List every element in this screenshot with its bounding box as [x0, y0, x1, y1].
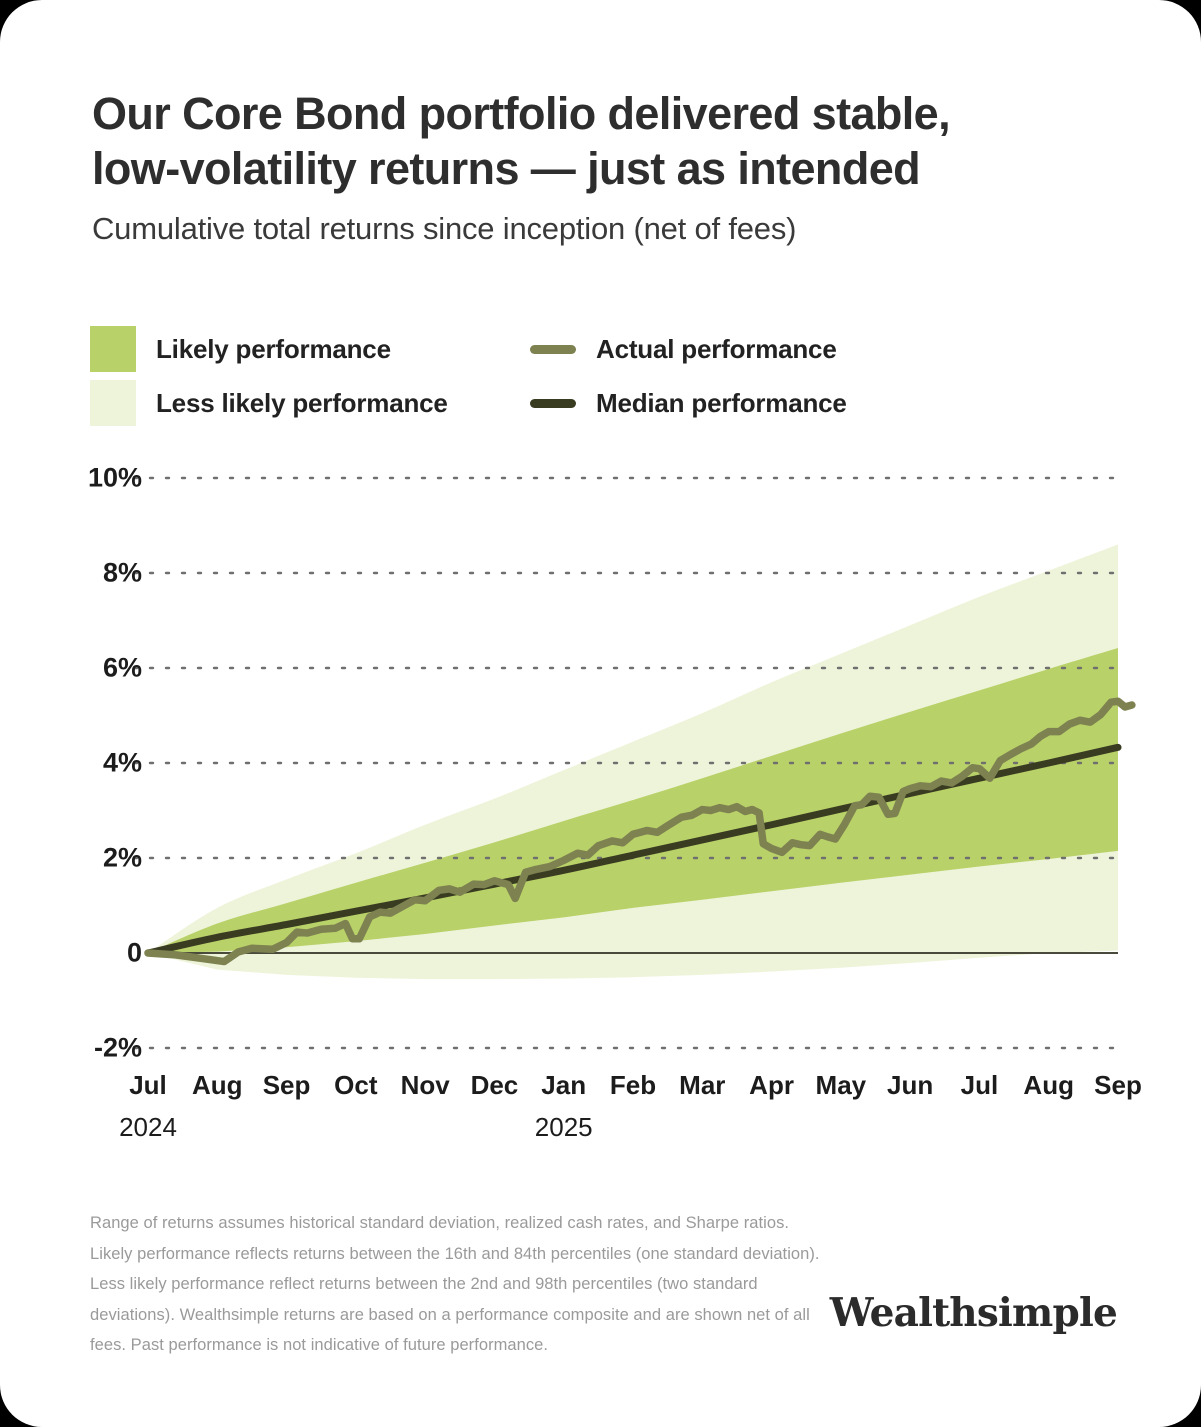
x-axis-tick-label: Aug — [192, 1070, 243, 1100]
legend-item-less-likely-performance: Less likely performance — [90, 380, 530, 426]
less-likely-performance-swatch-icon — [90, 380, 136, 426]
x-axis-tick-label: Dec — [470, 1070, 519, 1100]
x-axis-tick-label: Jul — [129, 1070, 167, 1100]
y-axis-tick-label: 0 — [126, 937, 142, 968]
wealthsimple-logo: Wealthsimple — [829, 1290, 1118, 1336]
legend-item-median-performance: Median performance — [530, 388, 847, 419]
x-axis-tick-label: Oct — [334, 1070, 378, 1100]
y-axis-tick-label: 6% — [102, 652, 142, 683]
y-axis-tick-label: 10% — [87, 462, 142, 493]
chart-disclaimer: Range of returns assumes historical stan… — [90, 1214, 820, 1355]
legend-label: Likely performance — [156, 333, 391, 364]
x-axis-tick-label: May — [815, 1070, 867, 1100]
band-less-likely-performance — [148, 544, 1118, 980]
y-axis-tick-label: 4% — [102, 747, 142, 778]
page-title: Our Core Bond portfolio delivered stable… — [92, 88, 951, 195]
x-axis-tick-label: Nov — [400, 1070, 450, 1100]
legend-label: Median performance — [596, 387, 847, 418]
band-likely-performance — [148, 648, 1118, 953]
chart-subtitle: Cumulative total returns since inception… — [92, 210, 797, 246]
legend-row: Likely performance Actual performance — [90, 322, 990, 376]
chart-header: Our Core Bond portfolio delivered stable… — [92, 86, 1102, 247]
x-axis-tick-label: Sep — [1094, 1070, 1142, 1100]
median-performance-line — [144, 743, 1122, 957]
x-axis-year-label: 2024 — [119, 1112, 177, 1142]
chart-legend: Likely performance Actual performance Le… — [90, 322, 990, 430]
legend-item-likely-performance: Likely performance — [90, 326, 530, 372]
median-performance-line-icon — [530, 398, 576, 408]
x-axis-tick-label: Jan — [541, 1070, 587, 1100]
actual-performance-line-icon — [530, 344, 576, 354]
y-axis-labels: 10% 8% 6% 4% 2% 0 -2% — [72, 0, 142, 1427]
y-axis-tick-label: 8% — [102, 557, 142, 588]
legend-label: Less likely performance — [156, 387, 448, 418]
x-axis-tick-label: Mar — [679, 1070, 726, 1100]
legend-item-actual-performance: Actual performance — [530, 334, 837, 365]
x-axis-year-label: 2025 — [534, 1112, 593, 1142]
x-axis-tick-label: Apr — [749, 1070, 794, 1100]
y-axis-tick-label: 2% — [102, 842, 142, 873]
x-axis-tick-label: Aug — [1023, 1070, 1074, 1100]
legend-label: Actual performance — [596, 333, 837, 364]
legend-row: Less likely performance Median performan… — [90, 376, 990, 430]
x-axis-labels: Jul Aug Sep Oct Nov Dec Jan Feb Mar Apr May Jun Jul A… — [0, 1070, 1201, 1160]
actual-performance-line — [144, 697, 1136, 966]
x-axis-tick-label: Sep — [262, 1070, 311, 1100]
x-axis-tick-label: Jul — [960, 1070, 999, 1100]
y-axis-tick-label: -2% — [93, 1032, 142, 1063]
likely-performance-swatch-icon — [90, 326, 136, 372]
x-axis-tick-label: Jun — [887, 1070, 934, 1100]
x-axis-tick-label: Feb — [609, 1070, 657, 1100]
